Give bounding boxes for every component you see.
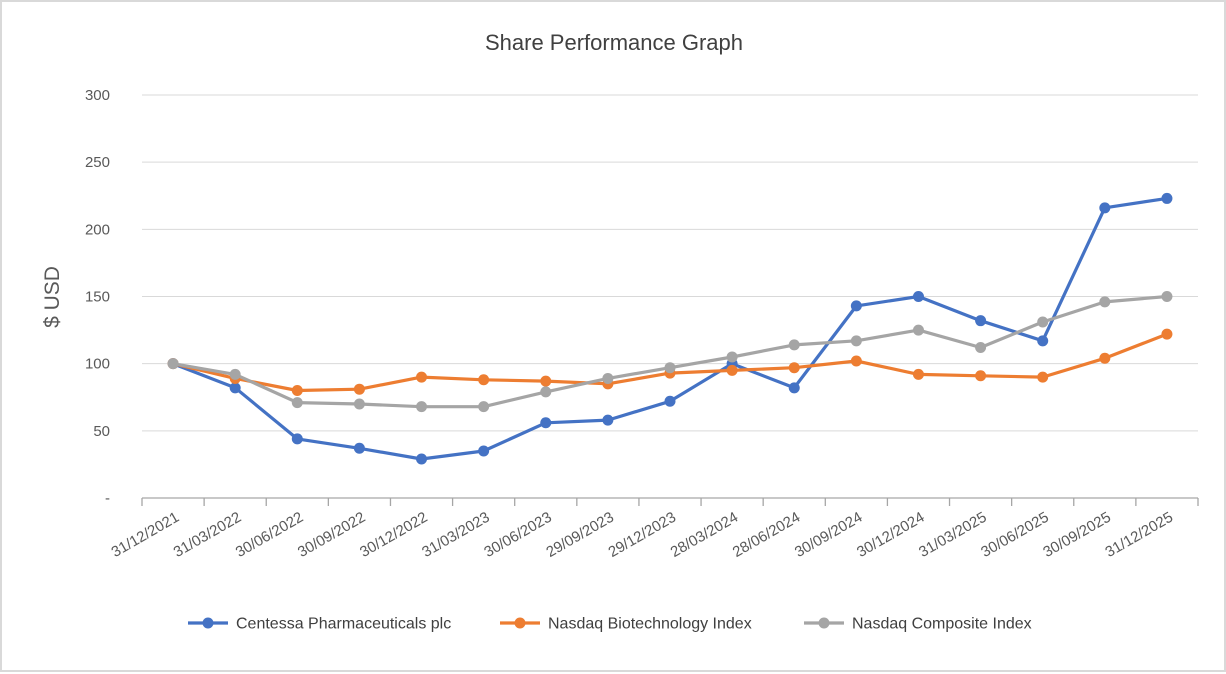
data-point [1161,192,1173,204]
data-point [975,342,987,354]
x-tick-label: 30/06/2025 [978,509,1052,561]
x-axis [141,497,1199,506]
data-point [788,362,800,374]
y-axis-label: $ USD [41,266,64,328]
legend: Centessa Pharmaceuticals plc Nasdaq Biote… [188,616,1032,633]
x-tick-label: 28/03/2024 [668,509,742,561]
series-line [171,196,1169,461]
y-tick-label: 100 [85,356,110,373]
legend-swatch-marker [202,617,214,629]
legend-item: Centessa Pharmaceuticals plc [188,616,451,633]
data-point [540,375,552,387]
data-point [1037,316,1049,328]
x-tick-label: 29/09/2023 [543,509,617,561]
y-tick-label: 250 [85,154,110,171]
y-tick-label: 200 [85,221,110,238]
legend-item: Nasdaq Composite Index [804,616,1032,633]
grid-layer [142,94,1198,432]
x-tick-label: 31/03/2022 [171,509,245,561]
x-tick-label: 30/09/2024 [792,509,866,561]
x-tick-label: 28/06/2024 [730,509,804,561]
series-layer [167,192,1173,465]
data-point [1099,352,1111,364]
data-point [602,414,614,426]
data-point [478,374,490,386]
y-tick-labels: - 50 100 150 200 250 300 [85,87,110,507]
data-point [478,401,490,413]
data-point [912,368,924,380]
data-point [416,453,428,465]
legend-label: Centessa Pharmaceuticals plc [236,616,451,633]
data-point [850,335,862,347]
data-point [1099,202,1111,214]
data-point [912,324,924,336]
legend-label: Nasdaq Biotechnology Index [548,616,752,633]
x-tick-label: 30/12/2024 [854,509,928,561]
x-tick-label: 31/12/2021 [109,509,183,561]
series-1 [167,192,1173,465]
data-point [726,351,738,363]
data-point [416,371,428,383]
data-point [167,358,179,370]
x-tick-label: 31/03/2023 [419,509,493,561]
chart-title: Share Performance Graph [485,30,743,55]
data-point [1037,335,1049,347]
data-point [1161,328,1173,340]
x-tick-label: 30/06/2023 [481,509,555,561]
x-tick-label: 30/09/2025 [1040,509,1114,561]
data-point [291,385,303,397]
data-point [353,398,365,410]
data-point [912,291,924,302]
data-point [291,397,303,409]
x-tick-label: 30/06/2022 [233,509,307,561]
data-point [788,382,800,394]
data-point [291,433,303,445]
data-point [229,382,241,394]
data-point [850,355,862,367]
data-point [1099,296,1111,308]
data-point [602,372,614,384]
data-point [478,445,490,457]
data-point [229,368,241,380]
x-tick-label: 30/09/2022 [295,509,369,561]
data-point [353,383,365,395]
y-tick-label: 300 [85,87,110,104]
data-point [416,401,428,413]
legend-swatch-marker [818,617,830,629]
x-tick-labels: 31/12/202131/03/202230/06/202230/09/2022… [109,509,1176,561]
data-point [975,315,987,327]
data-point [664,395,676,407]
x-tick-label: 31/03/2025 [916,509,990,561]
y-tick-label: 50 [93,423,110,440]
legend-item: Nasdaq Biotechnology Index [500,616,752,633]
series-3 [167,291,1173,413]
x-tick-label: 30/12/2022 [357,509,431,561]
legend-swatch-marker [514,617,526,629]
data-point [540,386,552,398]
data-point [726,364,738,376]
legend-label: Nasdaq Composite Index [852,616,1032,633]
data-point [788,339,800,351]
data-point [1037,371,1049,383]
data-point [664,362,676,374]
y-tick-label: - [105,490,110,507]
x-tick-label: 31/12/2025 [1102,509,1176,561]
data-point [850,300,862,312]
data-point [540,417,552,429]
data-point [1161,291,1173,302]
data-point [975,370,987,382]
y-tick-label: 150 [85,289,110,306]
data-point [353,442,365,454]
x-tick-label: 29/12/2023 [605,509,679,561]
